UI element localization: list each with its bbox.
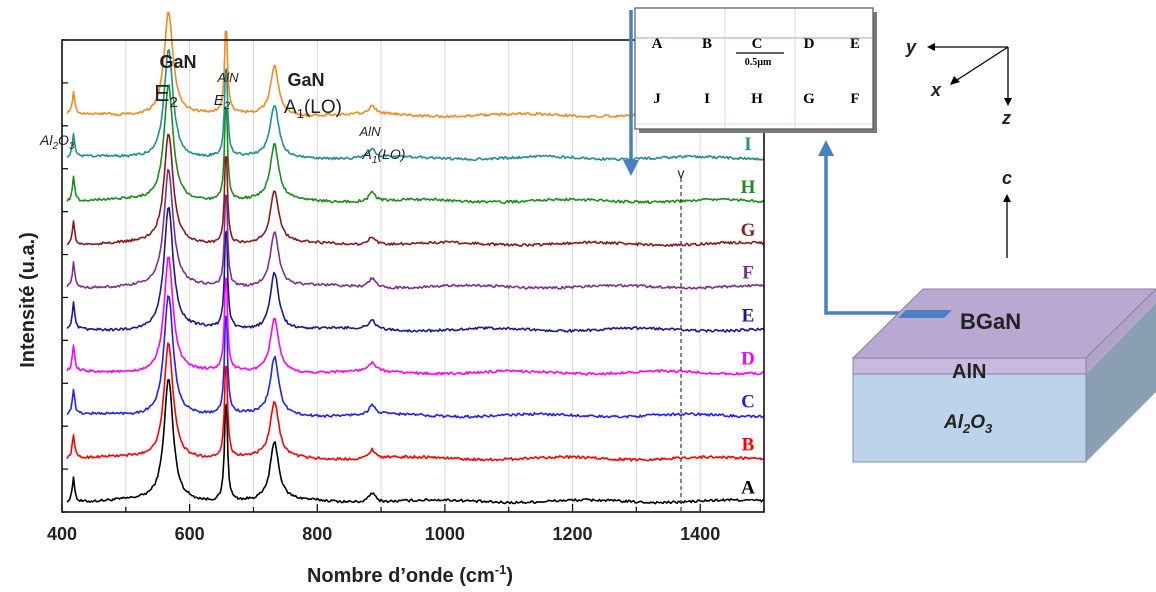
series-label-D: D [741,349,755,370]
x-tick-label: 800 [302,524,332,544]
inset-label-C: C [752,36,763,52]
x-axis-ticks: 400 600 800 1000 1200 1400 [47,504,765,544]
inset-label-A: A [652,36,663,52]
inset-label-G: G [803,91,815,107]
x-tick-label: 1400 [680,524,720,544]
axis-z-label: z [1001,108,1011,128]
series-line-A [66,379,765,505]
scale-bar-label: 0.5µm [745,57,772,68]
axis-y-label: y [905,37,917,57]
axis-c-label: c [1002,168,1012,188]
annotation-al2o3: Al2O3 [39,132,75,152]
series-line-F [66,168,765,290]
dashed-marker-label: v [678,165,685,181]
annotation-gan-e2: GaN E2 [154,52,196,111]
series-label-H: H [741,177,756,198]
svg-text:A1(LO): A1(LO) [284,97,342,121]
svg-text:GaN: GaN [159,52,196,72]
series-line-I [66,49,765,162]
inset-label-E: E [850,36,860,52]
layer-al2o3-label: Al2O3 [943,412,993,436]
series-label-I: I [744,134,751,155]
svg-text:AlN: AlN [217,70,240,85]
annotation-gan-a1lo: GaN A1(LO) [284,70,342,121]
series-label-B: B [742,434,755,455]
x-axis-label: Nombre d’onde (cm-1) [307,562,513,587]
x-tick-label: 400 [47,524,77,544]
arrow-to-plot [623,10,639,176]
series-line-D [66,256,765,376]
layer-aln-label: AlN [952,361,986,383]
svg-text:A1(LO): A1(LO) [362,146,406,166]
spectra-series [66,11,765,505]
grid-lines [125,40,701,512]
series-label-C: C [741,391,755,412]
series-label-F: F [742,263,754,284]
series-line-E [66,207,765,333]
series-line-B [66,342,765,462]
inset-label-I: I [704,91,710,107]
y-axis-ticks [62,39,68,513]
x-tick-label: 1000 [425,524,465,544]
series-line-H [66,84,765,205]
series-line-C [66,295,765,419]
inset-top-labels: A B C D E [652,36,860,52]
svg-text:E2: E2 [154,80,178,111]
inset-label-D: D [804,36,815,52]
plot-frame [61,39,765,513]
svg-text:GaN: GaN [287,70,324,90]
x-tick-label: 1200 [553,524,593,544]
inset-label-J: J [653,91,661,107]
series-line-G [66,133,765,248]
arrow-from-sample [818,140,917,315]
series-label-G: G [741,220,756,241]
axis-x-label: x [930,80,942,100]
annotation-aln-a1lo: AlN A1(LO) [359,124,406,166]
inset-grid-image: A B C D E J I H G F 0.5µm [634,7,877,133]
annotation-aln-e2: AlN E2 [214,70,239,112]
inset-label-B: B [702,36,712,52]
sample-layer-stack: BGaN AlN Al2O3 [851,288,1156,463]
svg-text:E2: E2 [214,92,230,112]
series-label-A: A [741,477,755,498]
y-axis-label: Intensité (u.a.) [17,232,39,368]
inset-label-H: H [751,91,763,107]
series-label-E: E [742,306,755,327]
coordinate-axes-diagram: y x z c [905,37,1012,258]
svg-text:AlN: AlN [359,124,382,139]
inset-label-F: F [850,91,859,107]
layer-bgan-label: BGaN [960,309,1021,334]
series-labels: ABCDEFGHIJ [741,91,756,498]
x-tick-label: 600 [175,524,205,544]
